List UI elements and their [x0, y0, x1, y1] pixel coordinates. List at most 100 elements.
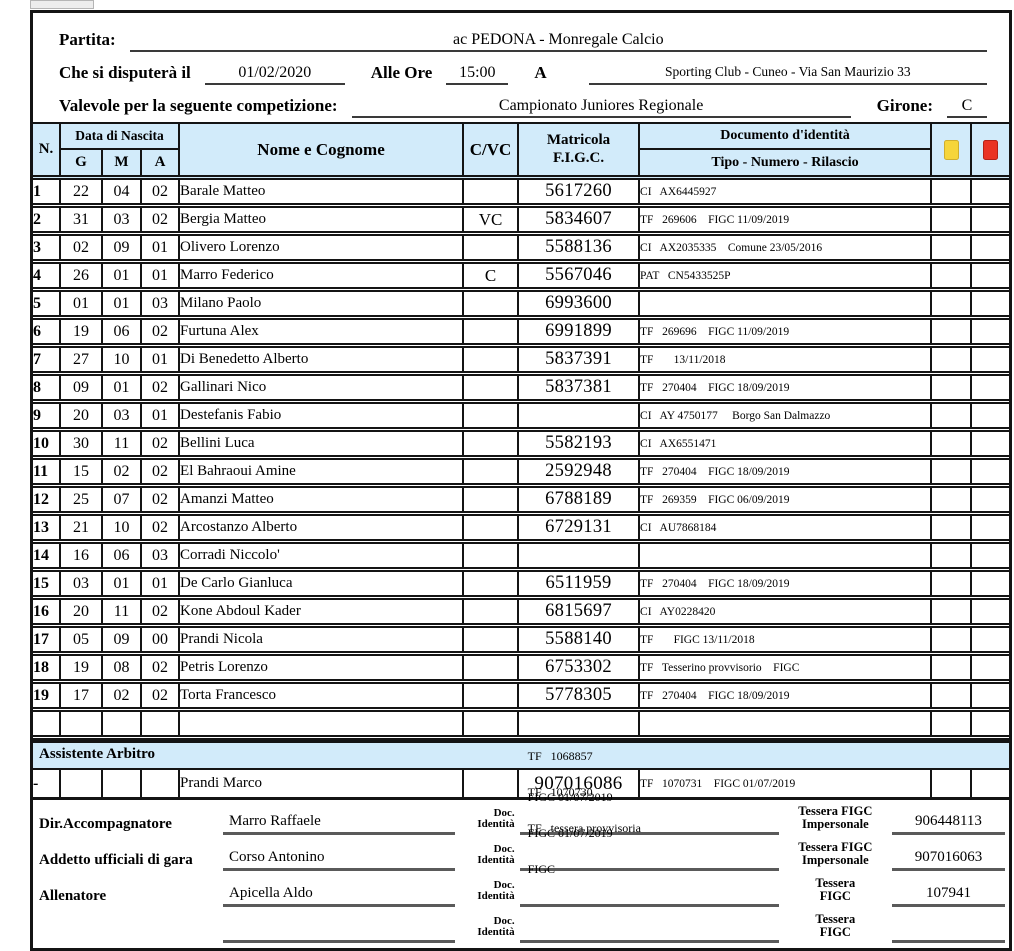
yellow-card-cell	[930, 651, 973, 684]
yellow-card-cell	[930, 539, 973, 572]
birth-month-cell: 09	[101, 623, 142, 656]
tessera-label: Tessera FIGC	[779, 876, 892, 911]
player-row: 11 15 02 02 El Bahraoui Amine 2592948 TF…	[33, 455, 1010, 488]
matricola-cell: 2592948	[517, 455, 641, 488]
birth-year-cell: 02	[139, 483, 181, 516]
tessera-label-line1: Tessera FIGC	[798, 803, 873, 818]
girone-value: C	[947, 97, 987, 118]
captain-cell	[462, 427, 520, 460]
tessera-label: Tessera FIGC Impersonale	[779, 839, 892, 875]
header-row-1: N. Data di Nascita Nome e Cognome C/VC M…	[33, 122, 1010, 179]
doc-identity-value: TF 1068857 FIGC 01/07/2019	[519, 724, 779, 835]
player-name-cell: El Bahraoui Amine	[178, 455, 465, 488]
player-name-cell: Marro Federico	[178, 259, 465, 292]
tessera-number-value	[891, 938, 1005, 943]
yellow-card-cell	[930, 511, 973, 544]
matricola-line2: F.I.G.C.	[552, 149, 605, 166]
player-number-cell: 4	[33, 259, 61, 292]
player-row: 13 21 10 02 Arcostanzo Alberto 6729131 C…	[33, 511, 1010, 544]
matricola-cell	[517, 539, 641, 572]
matricola-cell: 6815697	[517, 595, 641, 628]
competition-line: Valevole per la seguente competizione: C…	[59, 85, 987, 118]
birth-year-cell: 01	[139, 259, 181, 292]
birth-month-cell: 01	[101, 371, 142, 404]
venue-value: Sporting Club - Cuneo - Via San Maurizio…	[588, 64, 987, 85]
red-card-cell	[970, 651, 1010, 684]
matricola-cell	[517, 707, 641, 740]
player-number-cell	[33, 707, 61, 740]
time-value: 15:00	[446, 64, 509, 85]
birth-year-cell: 01	[139, 567, 181, 600]
document-cell: TF 269359 FIGC 06/09/2019	[638, 483, 933, 516]
birth-day-cell: 19	[59, 315, 103, 348]
birth-year-cell: 02	[139, 315, 181, 348]
player-name-cell: Bergia Matteo	[178, 203, 465, 236]
document-cell: TF 270404 FIGC 18/09/2019	[638, 371, 933, 404]
birth-month-cell: 08	[101, 651, 142, 684]
birth-month-cell: 07	[101, 483, 142, 516]
doc-label-line1: Doc.	[493, 842, 515, 855]
player-name-cell: Destefanis Fabio	[178, 399, 465, 432]
captain-cell	[462, 315, 520, 348]
captain-cell	[462, 343, 520, 376]
captain-cell	[462, 399, 520, 432]
red-card-cell	[970, 567, 1010, 600]
player-name-cell: Di Benedetto Alberto	[178, 343, 465, 376]
yellow-card-cell	[930, 175, 973, 208]
birth-day-cell: 27	[59, 343, 103, 376]
assistant-red-card-cell	[970, 770, 1009, 800]
doc-identity-value	[519, 858, 779, 943]
doc-value-line2: FIGC 01/07/2019	[527, 825, 613, 840]
partita-label: Partita:	[59, 30, 116, 49]
matricola-cell: 6511959	[517, 567, 641, 600]
official-row: Allenatore Apicella Aldo Doc. Identità T…	[39, 821, 1009, 911]
player-row: 12 25 07 02 Amanzi Matteo 6788189 TF 269…	[33, 483, 1010, 516]
birth-month-cell: 01	[101, 287, 142, 320]
assistant-referee-banner: Assistente Arbitro	[33, 740, 1009, 770]
yellow-card-cell	[930, 315, 973, 348]
birth-day-cell: 05	[59, 623, 103, 656]
doc-identity-label: Doc. Identità	[455, 879, 519, 911]
tessera-number-value: 907016063	[891, 849, 1005, 871]
captain-cell	[462, 539, 520, 572]
matricola-cell: 5567046	[517, 259, 641, 292]
document-cell	[638, 539, 933, 572]
assistant-name-cell: Prandi Marco	[178, 770, 464, 800]
official-name-value: Apicella Aldo	[223, 885, 456, 907]
assistant-document-cell: TF 1070731 FIGC 01/07/2019	[638, 770, 932, 800]
player-name-cell: Barale Matteo	[178, 175, 465, 208]
assistant-birth-year-cell	[140, 770, 180, 800]
birth-month-cell: 03	[101, 203, 142, 236]
birth-day-cell: 26	[59, 259, 103, 292]
document-cell: CI AX2035335 Comune 23/05/2016	[638, 231, 933, 264]
red-card-cell	[970, 315, 1010, 348]
matricola-cell	[517, 399, 641, 432]
birth-year-cell: 02	[139, 427, 181, 460]
birth-month-cell: 04	[101, 175, 142, 208]
matricola-cell: 5778305	[517, 679, 641, 712]
red-card-cell	[970, 343, 1010, 376]
birth-day-cell: 03	[59, 567, 103, 600]
birth-month-cell: 01	[101, 567, 142, 600]
doc-label-line1: Doc.	[493, 806, 515, 819]
tessera-label-line1: Tessera FIGC	[798, 839, 873, 854]
red-card-cell	[970, 707, 1010, 740]
doc-value-line1: TF 1070730	[527, 785, 593, 800]
matricola-line1: Matricola	[546, 132, 611, 149]
birth-month-cell: 02	[101, 679, 142, 712]
official-role-label: Dir.Accompagnatore	[39, 816, 172, 832]
captain-cell	[462, 511, 520, 544]
birth-year-cell: 03	[139, 539, 181, 572]
matricola-cell: 5837381	[517, 371, 641, 404]
yellow-card-cell	[930, 455, 973, 488]
doc-value-line1: TF tessera provvisoria	[527, 821, 641, 836]
captain-cell	[462, 371, 520, 404]
doc-label-line2: Identità	[477, 854, 515, 867]
captain-cell	[462, 707, 520, 740]
col-header-red-card	[970, 122, 1010, 179]
birth-year-cell: 02	[139, 511, 181, 544]
player-row: 15 03 01 01 De Carlo Gianluca 6511959 TF…	[33, 567, 1010, 600]
player-number-cell: 14	[33, 539, 61, 572]
player-number-cell: 12	[33, 483, 61, 516]
yellow-card-cell	[930, 399, 973, 432]
